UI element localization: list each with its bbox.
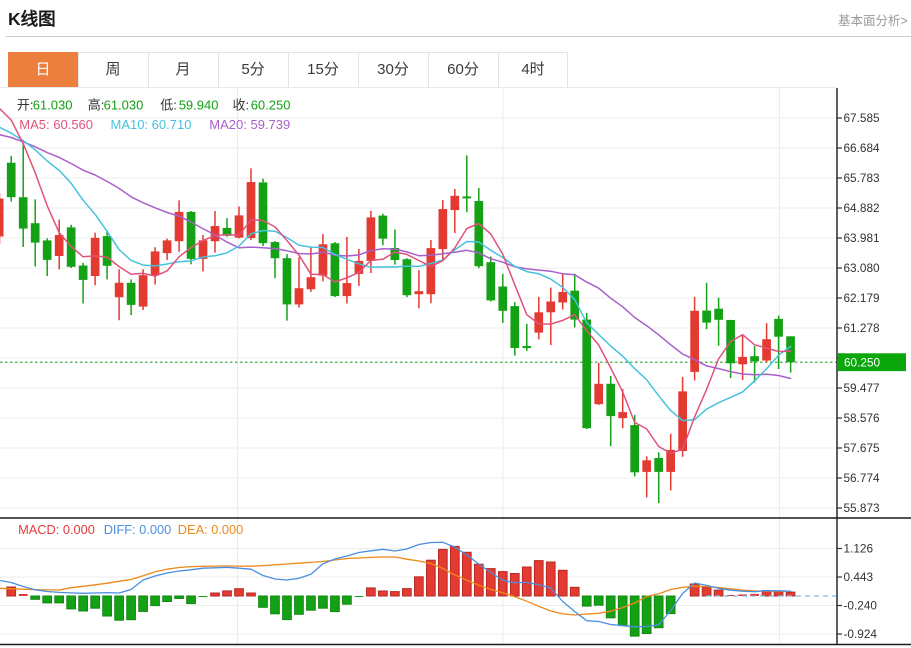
svg-text:60.250: 60.250 bbox=[844, 355, 881, 369]
svg-text:67.585: 67.585 bbox=[844, 111, 881, 125]
svg-text:MA20: 59.739: MA20: 59.739 bbox=[209, 117, 290, 132]
svg-text:DIFF: 0.000: DIFF: 0.000 bbox=[104, 522, 172, 537]
svg-text:-0.924: -0.924 bbox=[844, 627, 878, 641]
svg-text:开:: 开: bbox=[17, 98, 34, 113]
svg-text:62.179: 62.179 bbox=[844, 291, 880, 305]
svg-text:MA5: 60.560: MA5: 60.560 bbox=[19, 117, 93, 132]
svg-text:1.126: 1.126 bbox=[844, 542, 874, 556]
svg-text:收:: 收: bbox=[233, 98, 250, 113]
svg-text:低:: 低: bbox=[160, 98, 177, 113]
svg-text:60.250: 60.250 bbox=[251, 98, 291, 113]
svg-text:MA10: 60.710: MA10: 60.710 bbox=[111, 117, 192, 132]
svg-text:-0.240: -0.240 bbox=[844, 599, 878, 613]
svg-text:58.576: 58.576 bbox=[844, 411, 881, 425]
svg-text:66.684: 66.684 bbox=[844, 141, 881, 155]
svg-text:DEA: 0.000: DEA: 0.000 bbox=[178, 522, 243, 537]
svg-text:65.783: 65.783 bbox=[844, 171, 881, 185]
svg-text:59.477: 59.477 bbox=[844, 381, 880, 395]
svg-text:MACD: 0.000: MACD: 0.000 bbox=[18, 522, 95, 537]
svg-text:61.030: 61.030 bbox=[104, 98, 144, 113]
svg-text:63.080: 63.080 bbox=[844, 261, 881, 275]
svg-text:59.940: 59.940 bbox=[179, 98, 219, 113]
svg-text:61.278: 61.278 bbox=[844, 321, 881, 335]
svg-text:57.675: 57.675 bbox=[844, 441, 881, 455]
svg-text:61.030: 61.030 bbox=[33, 98, 73, 113]
svg-text:0.443: 0.443 bbox=[844, 570, 874, 584]
svg-text:64.882: 64.882 bbox=[844, 201, 880, 215]
svg-text:55.873: 55.873 bbox=[844, 501, 881, 515]
svg-text:56.774: 56.774 bbox=[844, 471, 881, 485]
svg-text:高:: 高: bbox=[88, 98, 105, 113]
svg-text:63.981: 63.981 bbox=[844, 231, 880, 245]
